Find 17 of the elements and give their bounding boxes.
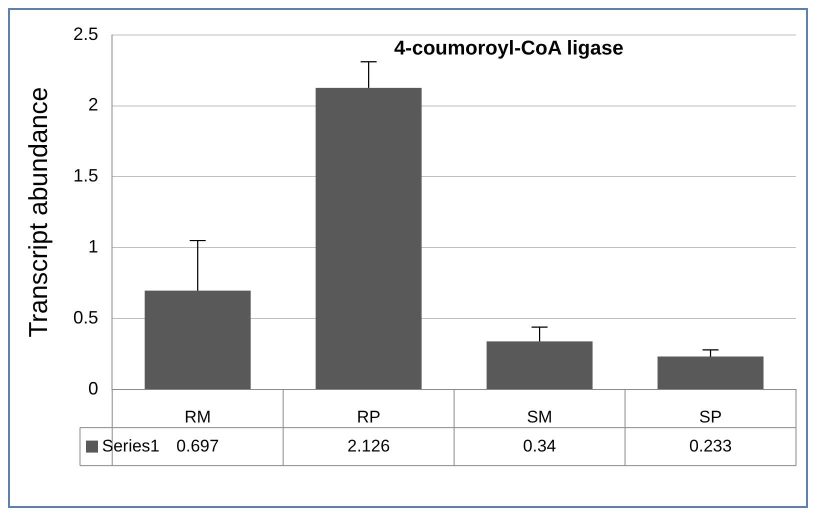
y-tick-label: 2 <box>88 94 98 115</box>
x-tick-label: SP <box>699 407 722 426</box>
y-tick-label: 0 <box>88 378 98 399</box>
y-tick-label: 1.5 <box>73 166 98 186</box>
y-axis-title: Transcript abundance <box>22 86 53 338</box>
data-label: 0.34 <box>523 436 556 456</box>
legend-label: Series1 <box>102 436 160 456</box>
chart-title: 4-coumoroyl-CoA ligase <box>394 37 624 60</box>
data-label: 2.126 <box>347 436 390 456</box>
y-tick-label: 1 <box>88 236 98 257</box>
y-tick-label: 0.5 <box>73 308 98 328</box>
data-label: 0.233 <box>689 436 732 456</box>
x-tick-label: RM <box>184 407 211 426</box>
x-tick-label: SM <box>526 407 552 426</box>
x-tick-label: RP <box>356 407 380 426</box>
y-tick-label: 2.5 <box>73 24 98 44</box>
data-label: 0.697 <box>176 436 219 456</box>
